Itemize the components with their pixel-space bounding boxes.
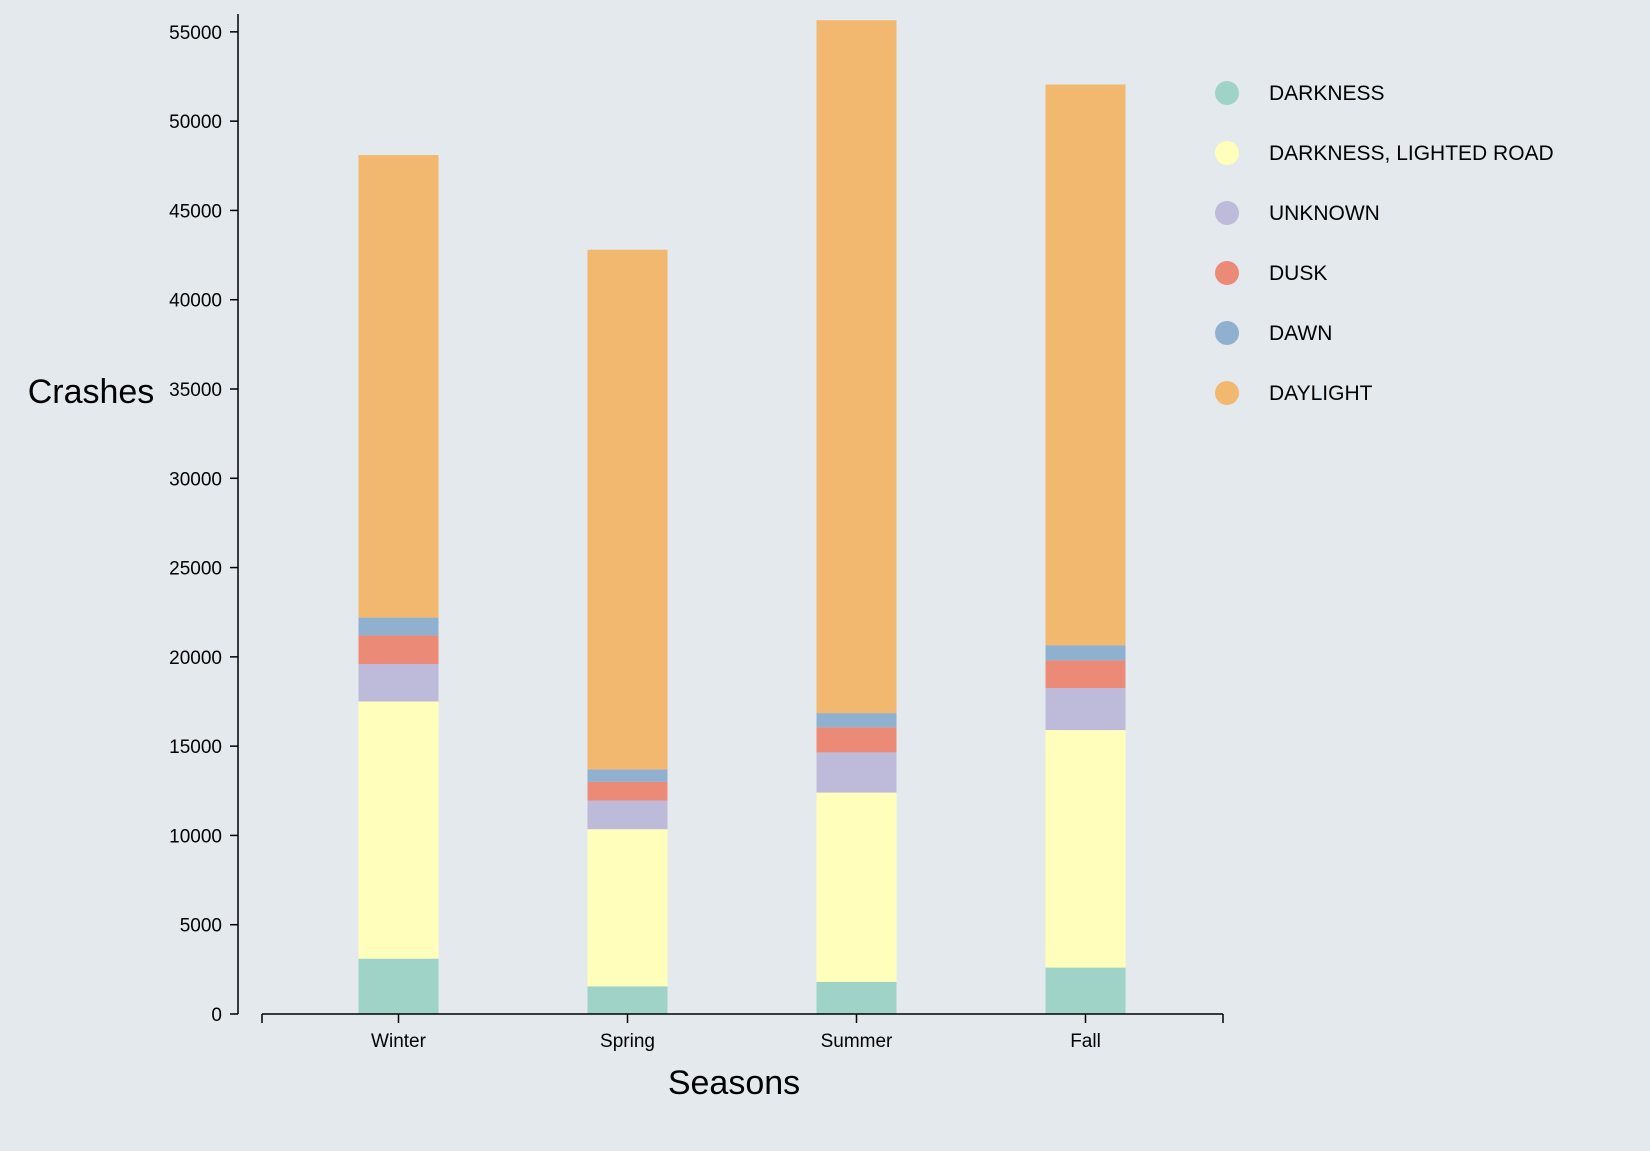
bar-fall-darkness — [1045, 967, 1126, 1014]
bar-fall-unknown — [1045, 688, 1126, 731]
legend-swatch-daylight — [1215, 381, 1239, 405]
x-tick-label-winter: Winter — [371, 1031, 427, 1052]
legend-item-dusk: DUSK — [1215, 261, 1327, 285]
bar-spring-dawn — [587, 769, 668, 782]
bar-summer-dawn — [816, 713, 897, 728]
bar-summer-daylight — [816, 20, 897, 714]
y-axis-title: Crashes — [28, 373, 155, 411]
legend-swatch-darkness — [1215, 81, 1239, 105]
bar-summer-dusk — [816, 727, 897, 753]
x-tick-label-spring: Spring — [600, 1031, 655, 1052]
y-tick-label-30000: 30000 — [169, 469, 222, 490]
legend-label-dusk: DUSK — [1269, 262, 1327, 285]
legend-swatch-darkness-lighted-road — [1215, 141, 1239, 165]
legend-swatch-dawn — [1215, 321, 1239, 345]
bar-summer-unknown — [816, 752, 897, 793]
bar-winter-unknown — [358, 664, 439, 702]
y-tick-label-10000: 10000 — [169, 826, 222, 847]
x-axis-title: Seasons — [668, 1064, 800, 1102]
legend-label-unknown: UNKNOWN — [1269, 202, 1380, 225]
bar-fall-daylight — [1045, 84, 1126, 646]
bar-spring-dusk — [587, 781, 668, 801]
bar-winter-dawn — [358, 617, 439, 636]
bar-fall-darkness-lighted-road — [1045, 730, 1126, 968]
x-tick-label-fall: Fall — [1070, 1031, 1101, 1052]
legend-item-dawn: DAWN — [1215, 321, 1332, 345]
y-tick-label-20000: 20000 — [169, 648, 222, 669]
legend-swatch-unknown — [1215, 201, 1239, 225]
legend-label-darkness-lighted-road: DARKNESS, LIGHTED ROAD — [1269, 142, 1554, 165]
y-tick-label-35000: 35000 — [169, 380, 222, 401]
y-tick-label-5000: 5000 — [180, 916, 222, 937]
bar-winter-darkness — [358, 958, 439, 1014]
legend-label-dawn: DAWN — [1269, 322, 1332, 345]
y-tick-label-55000: 55000 — [169, 23, 222, 44]
y-tick-label-25000: 25000 — [169, 559, 222, 580]
bar-spring-darkness — [587, 986, 668, 1014]
legend-label-daylight: DAYLIGHT — [1269, 382, 1373, 405]
bar-summer-darkness — [816, 981, 897, 1014]
legend-swatch-dusk — [1215, 261, 1239, 285]
bars-layer — [358, 20, 1126, 1014]
bar-spring-unknown — [587, 800, 668, 830]
bar-summer-darkness-lighted-road — [816, 792, 897, 982]
axes-layer: 0 5000 10000 15000 20000 25000 30000 35000 40000… — [169, 14, 1224, 1052]
legend-item-unknown: UNKNOWN — [1215, 201, 1380, 225]
bar-winter-darkness-lighted-road — [358, 701, 439, 959]
legend: DARKNESS DARKNESS, LIGHTED ROAD UNKNOWN DUS… — [1215, 81, 1554, 405]
y-tick-label-50000: 50000 — [169, 112, 222, 133]
y-tick-label-15000: 15000 — [169, 737, 222, 758]
legend-item-darkness-lighted-road: DARKNESS, LIGHTED ROAD — [1215, 141, 1554, 165]
y-tick-label-45000: 45000 — [169, 201, 222, 222]
bar-spring-daylight — [587, 249, 668, 770]
bar-winter-dusk — [358, 635, 439, 664]
legend-item-daylight: DAYLIGHT — [1215, 381, 1373, 405]
legend-item-darkness: DARKNESS — [1215, 81, 1385, 105]
y-tick-label-0: 0 — [211, 1005, 222, 1026]
x-tick-label-summer: Summer — [821, 1031, 893, 1052]
legend-label-darkness: DARKNESS — [1269, 82, 1385, 105]
bar-fall-dawn — [1045, 645, 1126, 661]
bar-fall-dusk — [1045, 660, 1126, 689]
y-tick-label-40000: 40000 — [169, 291, 222, 312]
bar-spring-darkness-lighted-road — [587, 829, 668, 987]
bar-winter-daylight — [358, 155, 439, 618]
